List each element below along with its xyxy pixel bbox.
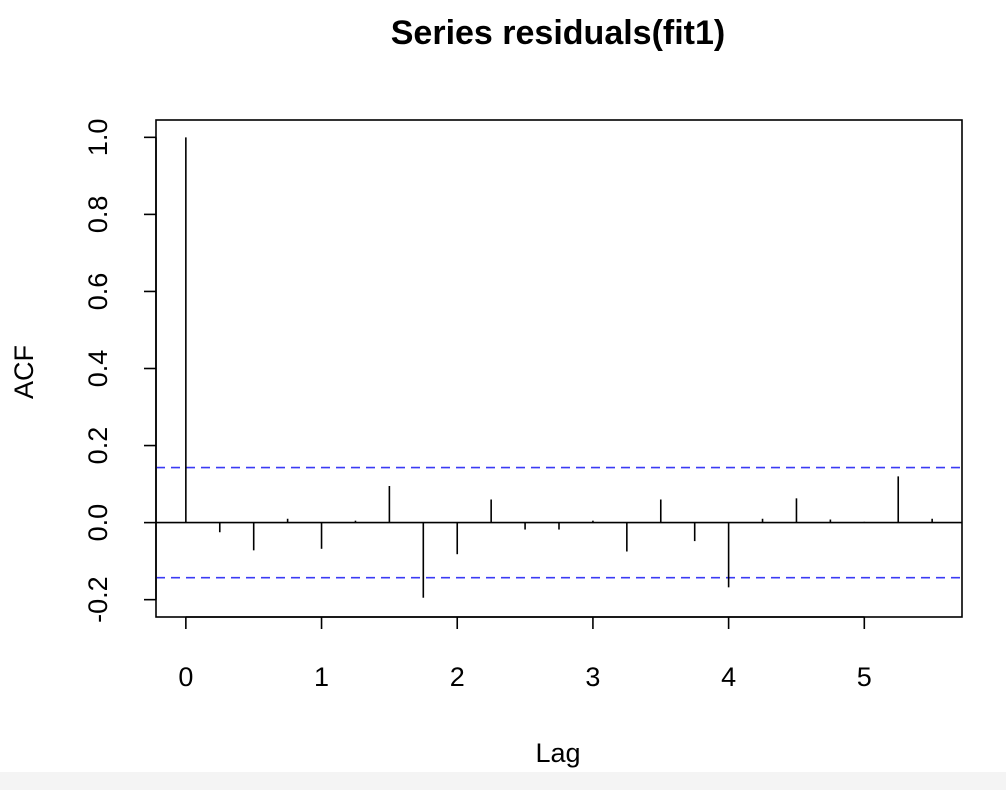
y-tick-label: -0.2 (83, 576, 113, 623)
bottom-strip (0, 772, 1006, 790)
x-tick-label: 3 (585, 662, 600, 692)
x-axis-label: Lag (535, 738, 580, 768)
y-axis-label: ACF (9, 345, 39, 399)
y-tick-label: 0.0 (83, 504, 113, 542)
x-tick-label: 2 (450, 662, 465, 692)
plot-frame (155, 119, 963, 618)
x-tick-label: 4 (721, 662, 736, 692)
y-tick-label: 1.0 (83, 119, 113, 157)
y-tick-label: 0.4 (83, 350, 113, 388)
chart-title: Series residuals(fit1) (391, 14, 725, 52)
y-tick-label: 0.2 (83, 427, 113, 465)
x-tick-label: 5 (857, 662, 872, 692)
y-tick-label: 0.6 (83, 273, 113, 311)
x-tick-label: 1 (314, 662, 329, 692)
y-tick-label: 0.8 (83, 196, 113, 234)
x-tick-label: 0 (178, 662, 193, 692)
